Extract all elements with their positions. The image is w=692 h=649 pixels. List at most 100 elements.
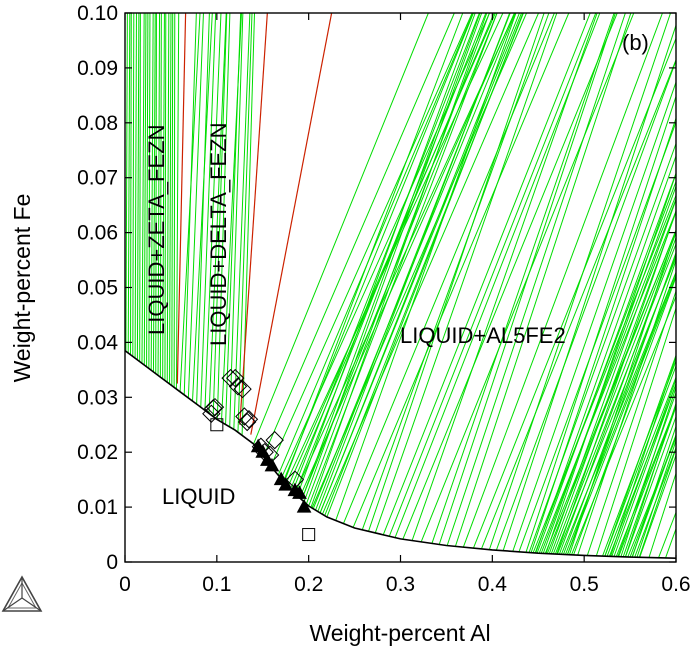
tie-line bbox=[139, 13, 141, 362]
tie-line bbox=[388, 13, 597, 537]
labels: Weight-percent Al Weight-percent Fe (b) … bbox=[9, 30, 649, 646]
tie-line bbox=[368, 13, 545, 532]
tie-line bbox=[631, 424, 676, 558]
tie-line bbox=[183, 13, 197, 395]
tie-line bbox=[282, 13, 474, 482]
tie-line bbox=[546, 228, 676, 554]
thermocalc-logo-icon bbox=[1, 575, 43, 612]
tie-line bbox=[625, 415, 676, 558]
tie-line bbox=[212, 13, 228, 417]
tie-line bbox=[296, 13, 476, 496]
triangle-marker bbox=[292, 485, 307, 499]
tie-line bbox=[191, 13, 213, 402]
liquidus-curve bbox=[125, 349, 676, 559]
tie-line bbox=[604, 353, 676, 557]
tie-line bbox=[157, 13, 161, 376]
region-label-liquid-delta: LIQUID+DELTA_FEZN bbox=[206, 122, 231, 346]
y-tick-label: 0 bbox=[106, 551, 118, 574]
tie-line bbox=[586, 289, 676, 556]
tie-line bbox=[606, 375, 676, 557]
phase-boundary-line bbox=[239, 13, 268, 425]
tie-line bbox=[196, 13, 210, 405]
tie-line bbox=[604, 364, 676, 557]
tie-line bbox=[164, 13, 167, 381]
x-axis-title: Weight-percent Al bbox=[309, 620, 490, 646]
y-tick-label: 0.04 bbox=[77, 331, 118, 354]
tie-line bbox=[615, 404, 676, 557]
tie-line bbox=[595, 306, 676, 557]
tie-line bbox=[639, 453, 676, 558]
tie-line bbox=[308, 13, 498, 507]
tie-line bbox=[294, 13, 487, 494]
tie-line bbox=[613, 382, 676, 557]
tie-line bbox=[629, 433, 676, 558]
tie-line bbox=[162, 13, 165, 379]
tie-line bbox=[495, 59, 676, 551]
diamond-marker bbox=[205, 397, 225, 417]
diamond-marker bbox=[228, 377, 248, 396]
tie-line bbox=[200, 13, 217, 408]
diamond-marker bbox=[265, 430, 284, 450]
tie-line bbox=[310, 13, 488, 508]
phase-boundary-line bbox=[250, 13, 333, 435]
tie-line bbox=[550, 210, 676, 555]
tie-line bbox=[361, 13, 550, 530]
tie-line bbox=[283, 13, 464, 483]
tie-line bbox=[324, 13, 524, 516]
tie-line bbox=[454, 13, 632, 547]
tie-line bbox=[141, 13, 145, 364]
tie-line bbox=[528, 142, 676, 553]
region-label-liquid-zeta: LIQUID+ZETA_FEZN bbox=[144, 125, 169, 335]
tie-line bbox=[262, 13, 455, 457]
tie-line bbox=[535, 154, 676, 554]
tie-line bbox=[480, 58, 676, 550]
tie-line bbox=[512, 80, 676, 552]
triangle-marker bbox=[296, 499, 312, 513]
tie-line bbox=[545, 172, 676, 554]
phase-boundaries bbox=[176, 13, 333, 435]
y-tick-label: 0.06 bbox=[77, 222, 118, 245]
tie-line bbox=[610, 355, 676, 557]
tie-line bbox=[530, 116, 676, 553]
tie-line bbox=[542, 184, 676, 554]
data-markers bbox=[202, 368, 316, 542]
tie-line bbox=[317, 13, 511, 512]
y-tick-label: 0.02 bbox=[77, 441, 118, 464]
tie-line bbox=[552, 231, 676, 555]
tie-line bbox=[125, 13, 128, 352]
triangle-marker bbox=[278, 477, 294, 491]
tie-line bbox=[382, 13, 591, 536]
tie-line bbox=[150, 13, 154, 371]
tie-line bbox=[534, 180, 676, 554]
tie-line bbox=[175, 13, 180, 390]
tie-line bbox=[394, 13, 601, 538]
diamond-marker bbox=[221, 368, 240, 388]
tie-line bbox=[305, 13, 490, 505]
tie-lines bbox=[125, 13, 676, 559]
diamond-marker bbox=[203, 399, 223, 418]
tie-line bbox=[564, 271, 676, 555]
tie-line bbox=[134, 13, 137, 359]
tie-line bbox=[253, 13, 429, 445]
tie-line bbox=[270, 13, 473, 467]
tie-line bbox=[187, 13, 204, 399]
tie-line bbox=[638, 446, 676, 558]
tie-line bbox=[502, 23, 676, 551]
tie-line bbox=[636, 439, 676, 558]
tie-line bbox=[665, 527, 676, 559]
diamond-marker bbox=[235, 407, 254, 426]
tie-line bbox=[536, 171, 676, 554]
tie-line bbox=[525, 94, 676, 553]
y-tick-label: 0.05 bbox=[77, 277, 118, 300]
tie-line bbox=[225, 13, 242, 425]
phase-boundary-line bbox=[176, 13, 187, 384]
tie-line bbox=[143, 13, 147, 366]
tie-line bbox=[431, 13, 615, 544]
y-axis-title: Weight-percent Fe bbox=[9, 194, 35, 383]
tie-line bbox=[301, 13, 481, 500]
tie-line bbox=[166, 13, 170, 383]
tie-line bbox=[438, 13, 616, 545]
tie-line bbox=[136, 13, 140, 360]
tie-line bbox=[558, 236, 676, 555]
tie-line bbox=[566, 251, 676, 555]
